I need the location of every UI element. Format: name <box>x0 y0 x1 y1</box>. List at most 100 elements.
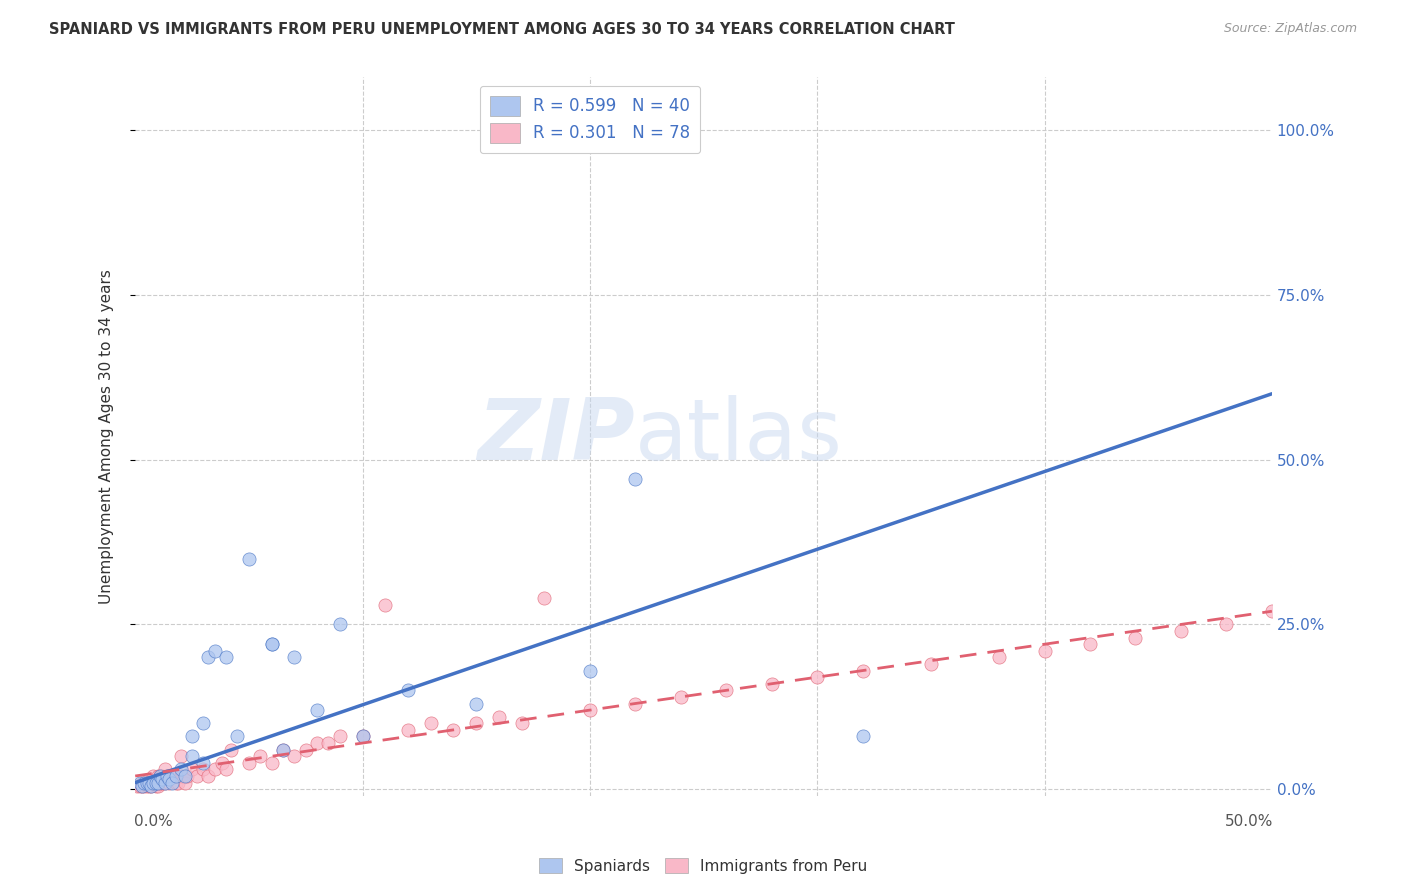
Point <box>146 779 169 793</box>
Point <box>145 779 167 793</box>
Point <box>238 756 260 770</box>
Point <box>152 775 174 789</box>
Point <box>146 769 169 783</box>
Point <box>307 736 329 750</box>
Point <box>127 779 149 793</box>
Point <box>138 775 160 789</box>
Point <box>145 775 167 789</box>
Point <box>160 769 183 783</box>
Point <box>852 730 875 744</box>
Point <box>852 664 875 678</box>
Point <box>163 769 186 783</box>
Text: ZIP: ZIP <box>478 395 636 478</box>
Point <box>135 775 157 789</box>
Point <box>146 775 169 789</box>
Point <box>624 697 647 711</box>
Point <box>153 763 176 777</box>
Y-axis label: Unemployment Among Ages 30 to 34 years: Unemployment Among Ages 30 to 34 years <box>100 269 114 604</box>
Point <box>131 775 153 789</box>
Point <box>419 716 441 731</box>
Point <box>131 779 153 793</box>
Point <box>1261 604 1284 618</box>
Legend: Spaniards, Immigrants from Peru: Spaniards, Immigrants from Peru <box>533 852 873 880</box>
Point <box>142 769 165 783</box>
Point <box>624 472 647 486</box>
Point <box>176 769 198 783</box>
Point <box>249 749 271 764</box>
Point <box>1215 617 1237 632</box>
Point <box>294 742 316 756</box>
Point <box>165 769 187 783</box>
Point <box>579 703 602 717</box>
Point <box>283 650 305 665</box>
Point <box>1033 644 1056 658</box>
Text: 0.0%: 0.0% <box>134 814 173 829</box>
Point <box>157 775 180 789</box>
Point <box>131 779 153 793</box>
Point <box>135 779 157 793</box>
Point <box>988 650 1011 665</box>
Point <box>204 763 226 777</box>
Point <box>134 779 156 793</box>
Point <box>396 723 419 737</box>
Point <box>135 775 157 789</box>
Point <box>181 763 204 777</box>
Point <box>156 769 179 783</box>
Point <box>152 772 174 787</box>
Point <box>149 775 172 789</box>
Point <box>669 690 692 704</box>
Point <box>197 769 219 783</box>
Text: Source: ZipAtlas.com: Source: ZipAtlas.com <box>1223 22 1357 36</box>
Text: SPANIARD VS IMMIGRANTS FROM PERU UNEMPLOYMENT AMONG AGES 30 TO 34 YEARS CORRELAT: SPANIARD VS IMMIGRANTS FROM PERU UNEMPLO… <box>49 22 955 37</box>
Point <box>1125 631 1147 645</box>
Point <box>186 769 208 783</box>
Point <box>128 775 150 789</box>
Point <box>157 772 180 787</box>
Point <box>465 716 488 731</box>
Point <box>146 775 169 789</box>
Point <box>1078 637 1101 651</box>
Point <box>149 769 172 783</box>
Point <box>238 551 260 566</box>
Point <box>157 769 180 783</box>
Point <box>138 779 160 793</box>
Point <box>352 730 374 744</box>
Point <box>533 591 555 605</box>
Point <box>443 723 465 737</box>
Point <box>145 775 167 789</box>
Point <box>307 703 329 717</box>
Text: atlas: atlas <box>636 395 844 478</box>
Point <box>172 769 194 783</box>
Point <box>181 730 204 744</box>
Point <box>139 775 162 789</box>
Point <box>181 749 204 764</box>
Point <box>149 769 172 783</box>
Point <box>139 779 162 793</box>
Point <box>374 598 396 612</box>
Point <box>167 775 190 789</box>
Point <box>153 775 176 789</box>
Point <box>329 617 352 632</box>
Point <box>215 650 238 665</box>
Point <box>215 763 238 777</box>
Point <box>156 769 179 783</box>
Point <box>165 775 187 789</box>
Point <box>318 736 340 750</box>
Point <box>271 742 294 756</box>
Point <box>142 775 165 789</box>
Point <box>197 650 219 665</box>
Point <box>193 763 215 777</box>
Point <box>204 644 226 658</box>
Point <box>160 775 183 789</box>
Legend: R = 0.599   N = 40, R = 0.301   N = 78: R = 0.599 N = 40, R = 0.301 N = 78 <box>479 86 700 153</box>
Point <box>134 775 156 789</box>
Point <box>169 763 191 777</box>
Point <box>260 637 283 651</box>
Point <box>134 775 156 789</box>
Point <box>579 664 602 678</box>
Point <box>174 769 197 783</box>
Point <box>283 749 305 764</box>
Point <box>806 670 828 684</box>
Point <box>211 756 233 770</box>
Point <box>226 730 249 744</box>
